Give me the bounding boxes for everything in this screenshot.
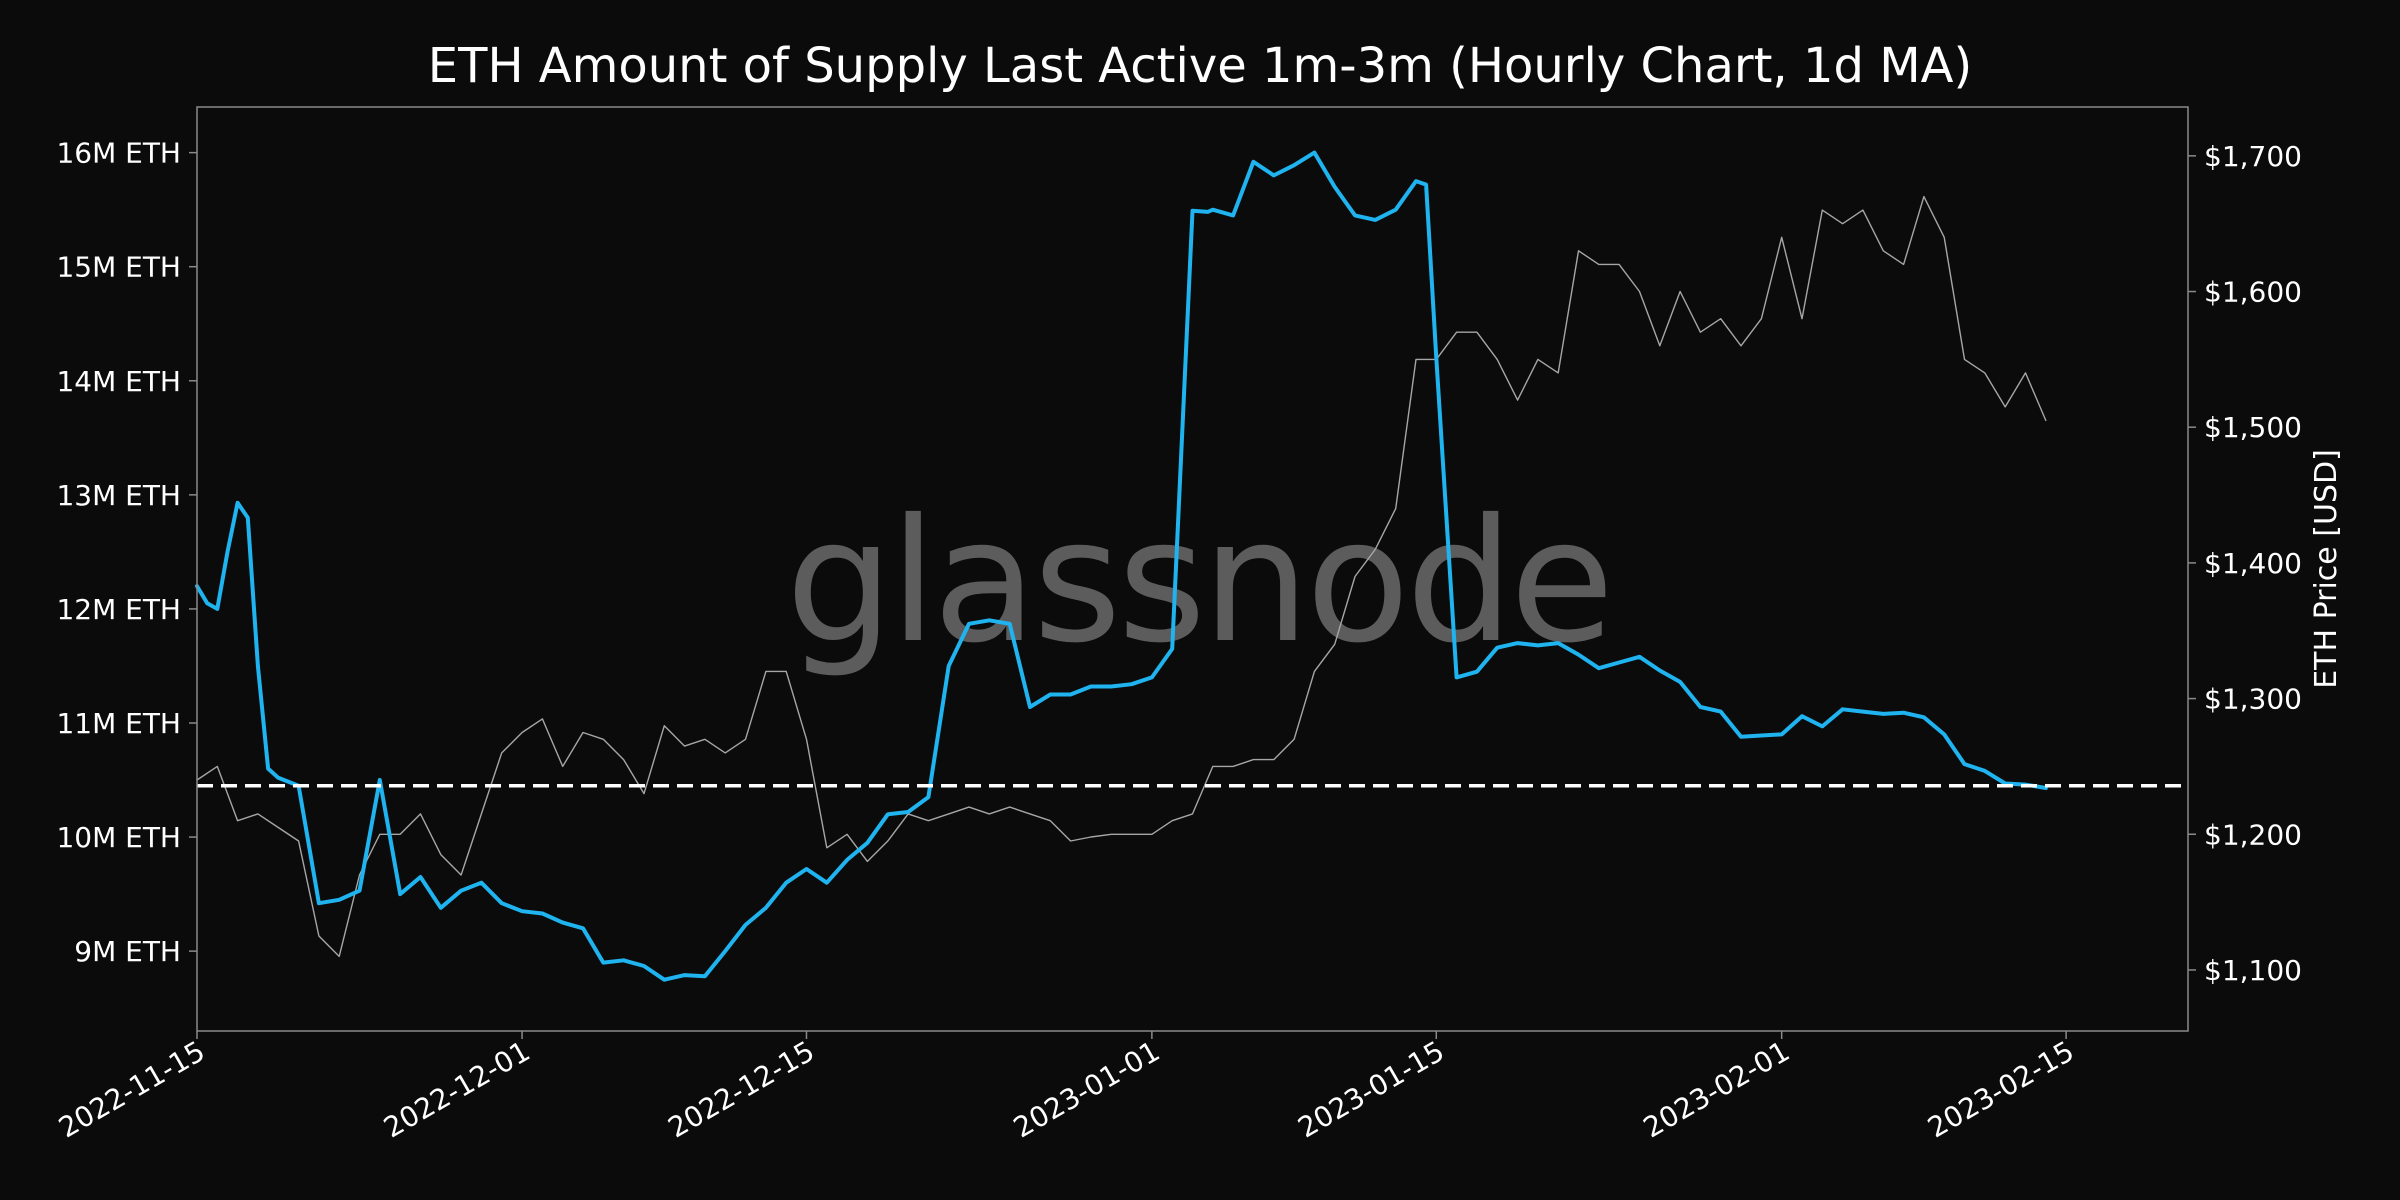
- y-tick-label: 11M ETH: [56, 707, 181, 740]
- y2-tick-label: $1,100: [2204, 954, 2302, 987]
- y2-tick-label: $1,500: [2204, 411, 2302, 444]
- chart-title: ETH Amount of Supply Last Active 1m-3m (…: [428, 38, 1972, 94]
- y-tick-label: 9M ETH: [74, 935, 181, 968]
- y2-tick-label: $1,700: [2204, 140, 2302, 173]
- y-tick-label: 15M ETH: [56, 251, 181, 284]
- plot-frame: [196, 106, 2189, 1032]
- y2-tick-label: $1,200: [2204, 818, 2302, 851]
- y-tick-label: 13M ETH: [56, 479, 181, 512]
- y-tick-label: 10M ETH: [56, 821, 181, 854]
- y2-tick-label: $1,400: [2204, 547, 2302, 580]
- eth-price-line: [196, 195, 2047, 958]
- supply-last-active-line: [195, 150, 2048, 982]
- series-layer: [195, 150, 2048, 982]
- watermark: glassnode: [786, 483, 1611, 681]
- left-axis: 9M ETH 10M ETH 11M ETH 12M ETH 13M ETH 14M ET…: [56, 137, 197, 968]
- y-tick-label: 12M ETH: [56, 593, 181, 626]
- y-tick-label: 16M ETH: [56, 137, 181, 170]
- right-axis-label: ETH Price [USD]: [2309, 449, 2344, 689]
- y2-tick-label: $1,300: [2204, 683, 2302, 716]
- y-tick-label: 14M ETH: [56, 365, 181, 398]
- y2-tick-label: $1,600: [2204, 276, 2302, 309]
- right-axis: $1,100 $1,200 $1,300 $1,400 $1,500 $1,600 $1,7…: [2188, 140, 2302, 987]
